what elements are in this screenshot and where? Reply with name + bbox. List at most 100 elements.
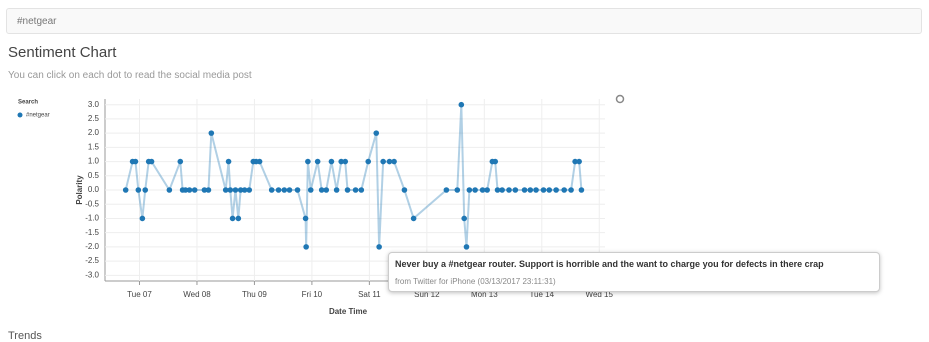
data-point[interactable] [540, 187, 547, 193]
data-point[interactable] [376, 244, 382, 250]
data-point[interactable] [386, 158, 393, 165]
settings-icon[interactable] [615, 94, 625, 104]
search-box[interactable]: #netgear [6, 8, 922, 34]
data-point[interactable] [305, 158, 311, 165]
tooltip: Never buy a #netgear router. Support is … [388, 252, 880, 292]
data-point[interactable] [208, 130, 215, 136]
tooltip-text: Never buy a #netgear router. Support is … [395, 259, 824, 269]
y-tick-label: -0.5 [85, 199, 99, 208]
data-point[interactable] [521, 187, 528, 193]
x-tick-label: Wed 08 [183, 290, 211, 299]
data-point[interactable] [307, 187, 314, 193]
data-point[interactable] [237, 187, 244, 193]
subtitle: You can click on each dot to read the so… [8, 70, 252, 81]
data-point[interactable] [275, 187, 282, 193]
data-point[interactable] [235, 215, 242, 222]
data-point[interactable] [578, 187, 585, 193]
data-point[interactable] [527, 187, 534, 193]
data-point[interactable] [358, 187, 365, 193]
x-tick-label: Tue 14 [529, 290, 554, 299]
data-point[interactable] [365, 158, 372, 165]
data-point[interactable] [410, 215, 417, 222]
data-point[interactable] [225, 158, 232, 165]
data-point[interactable] [568, 187, 574, 193]
data-point[interactable] [135, 187, 142, 193]
data-point[interactable] [294, 187, 301, 193]
data-point[interactable] [232, 187, 239, 193]
data-point[interactable] [492, 158, 499, 165]
x-tick-label: Thu 09 [242, 290, 267, 299]
data-point[interactable] [342, 158, 349, 165]
x-tick-label: Sat 11 [358, 290, 381, 299]
data-point[interactable] [256, 158, 263, 165]
y-tick-label: -2.5 [85, 256, 99, 265]
data-point[interactable] [323, 187, 330, 193]
data-point[interactable] [227, 187, 234, 193]
data-point[interactable] [499, 187, 505, 193]
data-point[interactable] [338, 158, 345, 165]
data-point[interactable] [576, 158, 582, 165]
data-point[interactable] [229, 215, 236, 222]
data-point[interactable] [139, 215, 146, 222]
data-point[interactable] [572, 158, 578, 165]
data-point[interactable] [122, 187, 129, 193]
x-tick-label: Wed 15 [586, 290, 614, 299]
data-point[interactable] [484, 187, 490, 193]
data-point[interactable] [177, 158, 184, 165]
data-point[interactable] [201, 187, 208, 193]
data-point[interactable] [191, 187, 198, 193]
data-point[interactable] [328, 158, 335, 165]
data-point[interactable] [479, 187, 486, 193]
data-point[interactable] [466, 187, 473, 193]
data-point[interactable] [142, 187, 149, 193]
data-point[interactable] [268, 187, 275, 193]
data-point[interactable] [318, 187, 325, 193]
y-tick-label: 1.0 [88, 157, 100, 166]
data-point[interactable] [561, 187, 567, 193]
y-tick-label: 2.0 [88, 128, 100, 137]
x-tick-label: Fri 10 [302, 290, 323, 299]
data-point[interactable] [373, 130, 380, 136]
data-point[interactable] [512, 187, 519, 193]
tooltip-source: from Twitter for iPhone (03/13/2017 23:1… [395, 277, 556, 286]
data-point[interactable] [461, 215, 467, 222]
heading: Sentiment Chart [8, 44, 117, 61]
data-point[interactable] [458, 101, 465, 108]
data-point[interactable] [205, 187, 212, 193]
data-point[interactable] [286, 187, 293, 193]
y-axis-label: Polarity [75, 175, 84, 205]
data-point[interactable] [241, 187, 248, 193]
y-tick-label: -1.0 [85, 214, 99, 223]
x-tick-label: Tue 07 [127, 290, 152, 299]
data-point[interactable] [302, 215, 309, 222]
data-point[interactable] [533, 187, 539, 193]
data-point[interactable] [281, 187, 288, 193]
data-point[interactable] [182, 187, 189, 193]
data-point[interactable] [132, 158, 139, 165]
x-axis-label: Date Time [329, 307, 368, 316]
data-point[interactable] [463, 244, 470, 250]
data-point[interactable] [443, 187, 450, 193]
data-point[interactable] [148, 158, 155, 165]
data-point[interactable] [303, 244, 309, 250]
data-point[interactable] [380, 158, 386, 165]
data-point[interactable] [454, 187, 461, 193]
data-point[interactable] [391, 158, 397, 165]
y-tick-label: 0.5 [88, 171, 100, 180]
data-point[interactable] [314, 158, 321, 165]
data-point[interactable] [401, 187, 408, 193]
data-point[interactable] [246, 187, 253, 193]
data-point[interactable] [352, 187, 359, 193]
data-point[interactable] [333, 187, 340, 193]
data-point[interactable] [344, 187, 351, 193]
data-point[interactable] [546, 187, 553, 193]
x-tick-label: Mon 13 [471, 290, 498, 299]
data-point[interactable] [506, 187, 512, 193]
data-point[interactable] [186, 187, 193, 193]
data-point[interactable] [472, 187, 478, 193]
data-point[interactable] [494, 187, 501, 193]
y-tick-label: -2.0 [85, 242, 99, 251]
data-point[interactable] [222, 187, 229, 193]
data-point[interactable] [553, 187, 559, 193]
data-point[interactable] [166, 187, 173, 193]
